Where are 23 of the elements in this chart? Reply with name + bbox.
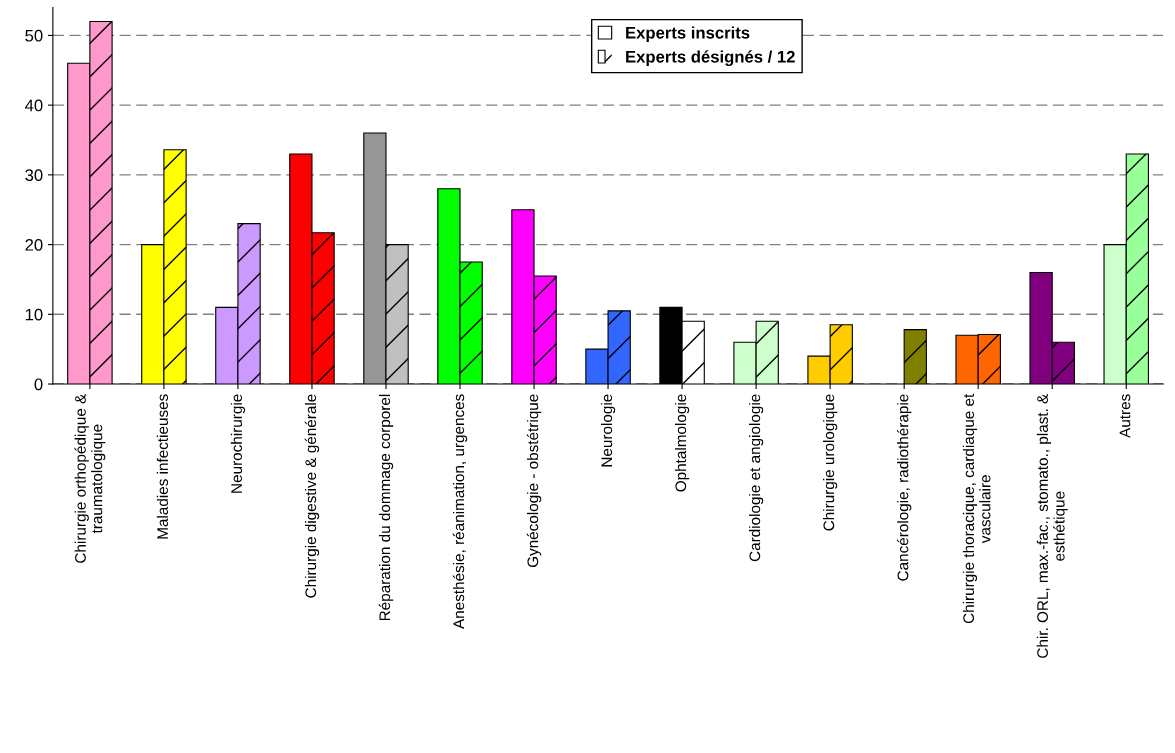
x-tick-label: Chirurgie digestive & générale [304,394,320,598]
x-tick-label: Gynécologie - obstétrique [526,394,542,568]
x-tick-label: Réparation du dommage corporel [378,394,394,621]
y-tick-label: 10 [25,308,43,321]
x-tick-label: Ophtalmologie [674,394,690,492]
x-tick-label: Chirurgie orthopédique & traumatologique [74,393,106,563]
legend-label: Experts désignés / 12 [626,50,795,67]
x-tick-label: Maladies infectieuses [156,394,169,539]
y-tick-label: 20 [25,238,43,251]
x-tick-label: Autres [1119,394,1131,438]
y-tick-label: 40 [25,99,43,112]
x-tick-label: Neurochirurgie [230,394,246,493]
x-tick-label: Chirurgie urologique [823,394,838,531]
legend-label: Experts inscrits [626,26,750,42]
x-tick-label: Cancérologie, radiothérapie [896,394,912,581]
x-tick-label: Chirurgie thoracique, cardiaque et vasculaire [962,393,991,624]
x-tick-label: Cardiologie et angiologie [748,394,764,562]
y-tick-label: 50 [25,29,43,42]
x-tick-label: Neurologie [600,394,616,467]
y-tick-label: 30 [25,169,43,182]
x-tick-label: Anesthésie, réanimation, urgences [452,394,468,629]
x-tick-label: Chir. ORL, max.-fac., stomato., plast. & esthétique [1036,393,1068,658]
y-tick-label: 0 [34,378,43,391]
